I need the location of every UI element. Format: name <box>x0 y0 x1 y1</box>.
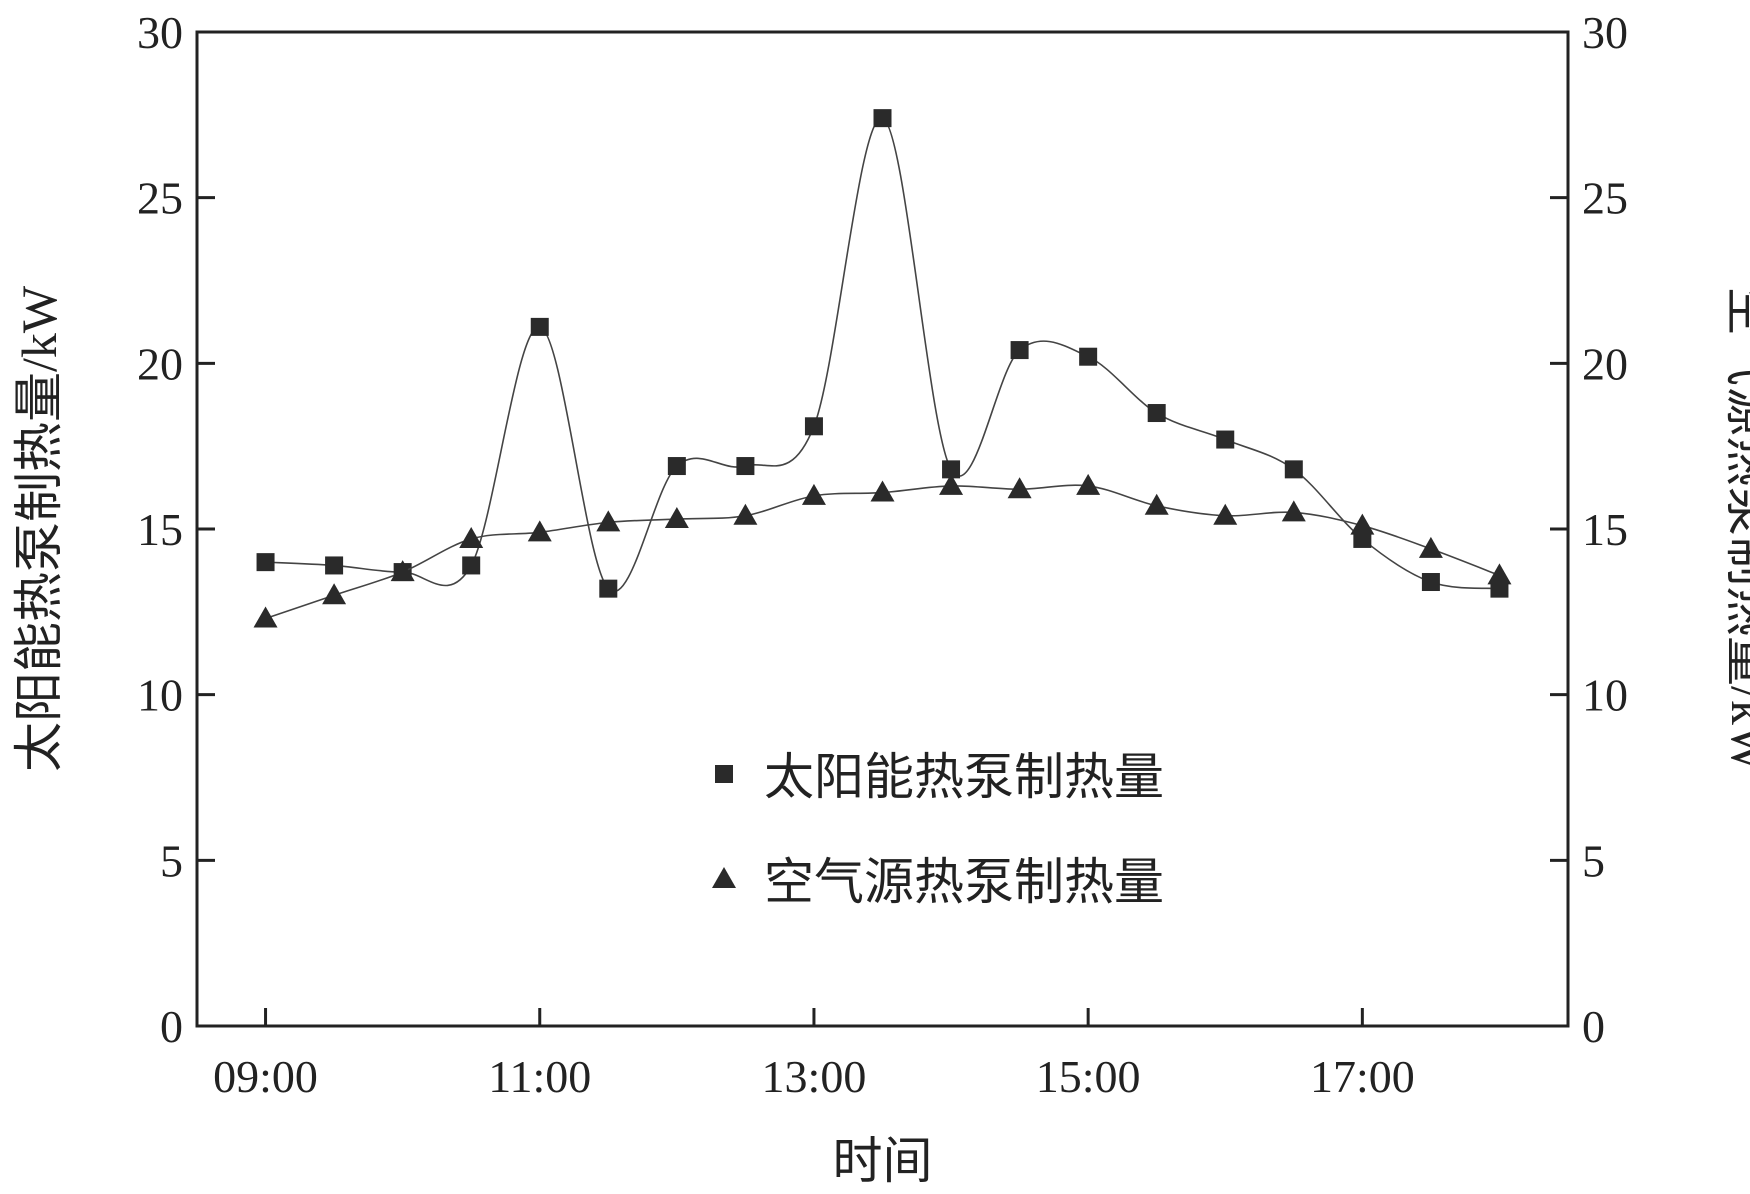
series-triangle-point <box>1418 536 1443 558</box>
series-square-point <box>667 457 686 476</box>
series-square-point <box>1284 460 1303 479</box>
series-triangle-point <box>664 507 689 529</box>
series-triangle-point <box>733 503 758 525</box>
series-triangle-point <box>596 510 621 532</box>
legend-square-label: 太阳能热泵制热量 <box>764 749 1164 805</box>
left-y-tick-label: 0 <box>160 1001 183 1052</box>
left-y-tick-label: 25 <box>137 173 183 224</box>
left-y-tick-label: 5 <box>160 835 183 886</box>
series-triangle-point <box>1281 500 1306 522</box>
right-y-tick-label: 20 <box>1582 338 1628 389</box>
series-square-point <box>1010 341 1029 360</box>
series-square-point <box>325 556 344 575</box>
series-triangle-point <box>253 606 278 628</box>
series-triangle-point <box>322 583 347 605</box>
series-triangle-point <box>527 520 552 542</box>
series-square-point <box>1079 347 1098 366</box>
series-square-point <box>462 556 481 575</box>
series-triangle-point <box>870 480 895 502</box>
ticks: 0 0 5 5 10 10 15 15 20 20 25 25 30 30 09:00 11:00 13:00 1… <box>137 7 1628 1102</box>
x-tick-label: 09:00 <box>213 1051 318 1102</box>
legend-triangle-label: 空气源热泵制热量 <box>764 854 1164 910</box>
x-tick-label: 11:00 <box>488 1051 591 1102</box>
series-square-point <box>942 460 961 479</box>
x-tick-label: 13:00 <box>762 1051 867 1102</box>
right-y-tick-label: 0 <box>1582 1001 1605 1052</box>
series-square-point <box>873 109 892 128</box>
series-square-point <box>1216 430 1235 449</box>
series-triangle-point <box>1144 493 1169 515</box>
right-y-tick-label: 25 <box>1582 173 1628 224</box>
series-triangle-line <box>265 484 1500 620</box>
right-y-tick-label: 15 <box>1582 504 1628 555</box>
left-y-tick-label: 30 <box>137 7 183 58</box>
legend-triangle-marker <box>712 867 736 888</box>
x-tick-label: 17:00 <box>1310 1051 1415 1102</box>
series-square-point <box>256 553 275 572</box>
series-square-point <box>1147 404 1166 423</box>
series-triangle-point <box>939 473 964 495</box>
series-square-point <box>804 417 823 436</box>
series-square-point <box>530 317 549 336</box>
series-square-point <box>736 457 755 476</box>
series-square-point <box>599 579 618 598</box>
x-tick-label: 15:00 <box>1036 1051 1141 1102</box>
series-triangle-point <box>1213 503 1238 525</box>
right-y-axis-title: 空气源热泵制热量/kW <box>1721 286 1750 773</box>
series-group <box>253 109 1512 628</box>
left-y-tick-label: 15 <box>137 504 183 555</box>
right-y-tick-label: 5 <box>1582 835 1605 886</box>
left-y-tick-label: 10 <box>137 670 183 721</box>
series-triangle-point <box>459 526 484 548</box>
left-y-axis-title: 太阳能热泵制热量/kW <box>11 285 67 772</box>
series-triangle-point <box>801 483 826 505</box>
series-triangle-point <box>1487 563 1512 585</box>
series-square-point <box>1421 573 1440 592</box>
x-axis-title: 时间 <box>833 1133 933 1189</box>
series-triangle-point <box>1076 473 1101 495</box>
legend-square-marker <box>715 765 733 783</box>
series-triangle-point <box>1350 513 1375 535</box>
left-y-tick-label: 20 <box>137 338 183 389</box>
series-triangle-point <box>390 560 415 582</box>
series-triangle-point <box>1007 477 1032 499</box>
right-y-tick-label: 10 <box>1582 670 1628 721</box>
right-y-tick-label: 30 <box>1582 7 1628 58</box>
series-square-line <box>265 117 1500 593</box>
